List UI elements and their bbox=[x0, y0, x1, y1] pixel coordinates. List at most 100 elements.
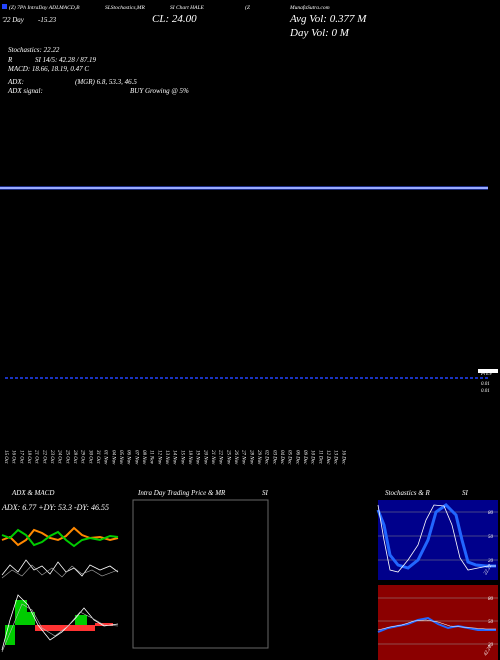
indicator: BUY Growing @ 5% bbox=[130, 87, 189, 95]
intraday-box bbox=[132, 499, 269, 649]
rsi-level: 80 bbox=[488, 597, 494, 602]
indicator: ADX: bbox=[7, 78, 24, 86]
date-label: 23 Oct bbox=[49, 450, 54, 464]
price-marker bbox=[478, 369, 498, 373]
date-label: 03 Dec bbox=[271, 450, 276, 465]
stoch-level: 20 bbox=[488, 559, 494, 564]
date-label: 15 Nov bbox=[179, 450, 184, 465]
date-label: 21 Nov bbox=[210, 450, 215, 465]
date-label: 15 Oct bbox=[3, 450, 8, 464]
header-item: SLStochastics,MR bbox=[105, 5, 146, 11]
date-label: 20 Nov bbox=[202, 450, 207, 465]
date-label: 19 Nov bbox=[195, 450, 200, 465]
date-label: 29 Nov bbox=[256, 450, 261, 465]
stoch-value: 22.22 bbox=[483, 563, 493, 576]
macd-line bbox=[1, 594, 119, 651]
date-label: 28 Oct bbox=[72, 450, 77, 464]
indicator: ADX signal: bbox=[7, 87, 43, 95]
rsi-line bbox=[377, 616, 496, 633]
macd-bar bbox=[5, 625, 15, 645]
panel-title: ADX & MACD bbox=[11, 489, 54, 497]
macd-bar bbox=[75, 615, 87, 625]
indicator: MACD: 18.66, 18.19, 0.47 C bbox=[7, 65, 89, 73]
date-label: 25 Oct bbox=[64, 450, 69, 464]
panel-title: SI bbox=[462, 489, 469, 497]
date-label: 16 Oct bbox=[11, 450, 16, 464]
stoch-d bbox=[376, 503, 496, 570]
minus-di bbox=[1, 526, 119, 547]
stoch-level: 50 bbox=[488, 535, 494, 540]
rsi-level: 50 bbox=[488, 620, 494, 625]
date-label: 28 Nov bbox=[248, 450, 253, 465]
date-label: 31 Oct bbox=[95, 450, 100, 464]
date-label: 08 Nov bbox=[141, 450, 146, 465]
date-label: 22 Oct bbox=[41, 450, 46, 464]
date-label: 25 Nov bbox=[225, 450, 230, 465]
date-label: 29 Oct bbox=[80, 450, 85, 464]
panel-title: Intra Day Trading Price & MR bbox=[137, 489, 226, 497]
date-label: 16 Dec bbox=[340, 450, 345, 465]
date-label: 02 Dec bbox=[264, 450, 269, 465]
stoch-level: 80 bbox=[488, 511, 494, 516]
header-item: MunafaSutra.com bbox=[289, 4, 330, 11]
date-label: 12 Dec bbox=[325, 450, 330, 465]
header-item: (Z bbox=[245, 4, 251, 11]
header-item: SI Chart HALE bbox=[170, 5, 205, 11]
plus-di bbox=[1, 528, 119, 548]
right-label: 0.01 bbox=[481, 389, 490, 394]
date-label: 13 Nov bbox=[164, 450, 169, 465]
date-label: 18 Oct bbox=[26, 450, 31, 464]
date-label: 10 Dec bbox=[310, 450, 315, 465]
panel-title: Stochastics & R bbox=[385, 489, 430, 497]
indicator: (MGR) 6.8, 53.3, 46.5 bbox=[75, 78, 137, 86]
date-label: 17 Oct bbox=[18, 450, 23, 464]
date-label: 22 Nov bbox=[218, 450, 223, 465]
rsi-panel bbox=[378, 585, 498, 660]
avg-vol: Avg Vol: 0.377 M bbox=[289, 13, 367, 25]
date-label: 06 Nov bbox=[126, 450, 131, 465]
date-label: 18 Nov bbox=[187, 450, 192, 465]
date-label: 09 Dec bbox=[302, 450, 307, 465]
date-label: 04 Nov bbox=[110, 450, 115, 465]
date-label: 06 Dec bbox=[294, 450, 299, 465]
date-label: 11 Nov bbox=[149, 450, 154, 465]
close: CL: 24.00 bbox=[152, 13, 197, 25]
indicator: R bbox=[7, 56, 13, 64]
date-label: 30 Oct bbox=[87, 450, 92, 464]
change-label: '22 Day bbox=[2, 16, 25, 24]
adx-line bbox=[1, 559, 119, 577]
logo bbox=[2, 4, 7, 9]
date-label: 14 Nov bbox=[172, 450, 177, 465]
date-label: 07 Nov bbox=[133, 450, 138, 465]
macd-bar bbox=[95, 623, 113, 626]
macd-bar bbox=[27, 612, 35, 625]
date-label: 12 Nov bbox=[156, 450, 161, 465]
date-label: 11 Dec bbox=[317, 450, 322, 465]
indicator: SI 14/5: 42.28 / 87.19 bbox=[35, 56, 97, 64]
macd-bar bbox=[15, 600, 27, 625]
day-vol: Day Vol: 0 M bbox=[289, 27, 350, 39]
date-label: 26 Nov bbox=[233, 450, 238, 465]
right-label: 0.01 bbox=[481, 382, 490, 387]
panel-title: SI bbox=[262, 489, 269, 497]
date-label: 04 Dec bbox=[279, 450, 284, 465]
signal-line bbox=[1, 603, 119, 653]
indicator: Stochastics: 22.22 bbox=[8, 46, 60, 54]
right-label: Price bbox=[480, 372, 493, 377]
date-label: 01 Nov bbox=[103, 450, 108, 465]
stoch-k bbox=[377, 504, 496, 573]
date-label: 21 Oct bbox=[34, 450, 39, 464]
date-label: 24 Oct bbox=[57, 450, 62, 464]
rsi-value: 42.28 bbox=[483, 644, 493, 657]
date-label: 05 Dec bbox=[287, 450, 292, 465]
header-item: (Z) 7Ph IntraDay ADLMACD,B bbox=[9, 4, 80, 11]
rsi-level: 20 bbox=[488, 643, 494, 648]
rsi-line-2 bbox=[377, 619, 496, 631]
date-label: 27 Nov bbox=[241, 450, 246, 465]
date-label: 13 Dec bbox=[333, 450, 338, 465]
adx-readout: ADX: 6.77 +DY: 53.3 -DY: 46.55 bbox=[1, 503, 109, 512]
change-value: -15.23 bbox=[38, 16, 57, 24]
date-label: 05 Nov bbox=[118, 450, 123, 465]
adx-line-2 bbox=[1, 564, 119, 579]
